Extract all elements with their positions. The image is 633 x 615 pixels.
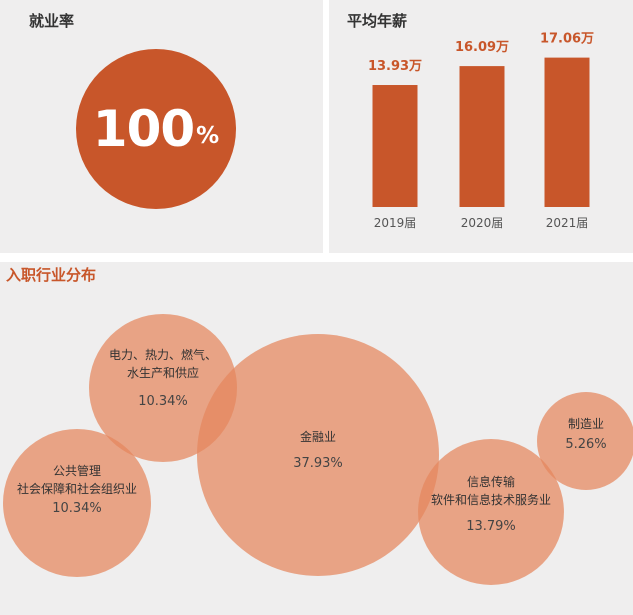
industry-bubble-label: 软件和信息技术服务业: [431, 492, 551, 507]
industry-bubble-value: 5.26%: [565, 437, 606, 452]
salary-bar: [544, 57, 590, 208]
salary-title: 平均年薪: [347, 12, 408, 30]
salary-category-label: 2021届: [546, 216, 589, 230]
salary-category-label: 2019届: [374, 216, 417, 230]
industry-bubble: [89, 314, 237, 462]
industry-bubble: [537, 392, 633, 490]
industry-panel: 入职行业分布 电力、热力、燃气、 水生产和供应 10.34% 公共管理社会保障和社会组…: [0, 262, 633, 615]
salary-bar: [459, 66, 505, 207]
salary-bar: [372, 85, 418, 207]
salary-category-label: 2020届: [461, 216, 504, 230]
industry-bubble-label: 电力、热力、燃气、: [109, 347, 217, 362]
salary-data-label: 16.09万: [455, 40, 509, 55]
employment-rate-panel: 就业率 100 %: [0, 0, 323, 253]
industry-bubble-label: 社会保障和社会组织业: [17, 481, 137, 496]
employment-rate-value: 100: [92, 100, 195, 158]
employment-rate-unit: %: [196, 123, 220, 149]
employment-rate-circle: 100 %: [76, 49, 236, 209]
industry-title: 入职行业分布: [6, 266, 97, 284]
industry-bubble-label: 水生产和供应: [127, 365, 199, 380]
industry-bubble-value: 37.93%: [293, 456, 343, 471]
industry-bubble: [418, 439, 564, 585]
industry-bubble-label: 金融业: [300, 429, 336, 444]
industry-bubble: [3, 429, 151, 577]
salary-data-label: 13.93万: [368, 59, 422, 74]
industry-bubble: [197, 334, 439, 576]
industry-bubble-value: 10.34%: [138, 394, 188, 409]
industry-bubble-value: 13.79%: [466, 519, 516, 534]
industry-bubble-label: 信息传输: [467, 474, 515, 489]
employment-rate-title: 就业率: [29, 12, 75, 30]
salary-data-label: 17.06万: [540, 32, 594, 47]
industry-bubble-label: 制造业: [568, 417, 604, 431]
industry-bubble-value: 10.34%: [52, 501, 102, 516]
industry-bubble-label: 公共管理: [53, 463, 101, 478]
salary-bar-chart: 13.93万 2019届 16.09万 2020届 17.06万 2021届: [368, 32, 594, 230]
salary-panel: 平均年薪 13.93万 2019届 16.09万 2020届 17.06万 2021届: [329, 0, 633, 253]
